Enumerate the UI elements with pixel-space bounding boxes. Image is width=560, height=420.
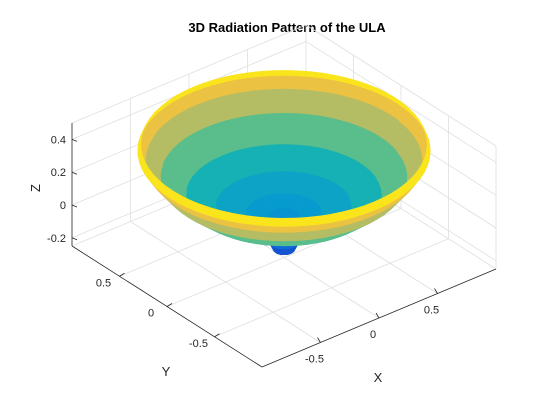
surface-patch	[293, 217, 308, 227]
y-axis-label: Y	[162, 364, 171, 379]
surface-patch	[268, 225, 283, 233]
surface-patch	[281, 225, 295, 233]
surface-patch	[273, 70, 287, 76]
y-tick-mark	[119, 272, 125, 277]
z-tick-mark	[71, 237, 78, 241]
floor-gridline-y	[214, 238, 449, 338]
z-tick-mark	[71, 204, 78, 208]
z-tick-label: 0	[60, 200, 66, 212]
y-tick-mark	[214, 333, 220, 338]
axis-layer	[71, 123, 497, 368]
z-tick-label: 0.2	[51, 167, 66, 179]
y-tick-label: 0	[148, 308, 154, 320]
surface-layer	[137, 70, 431, 256]
surface-patch	[268, 217, 283, 227]
surface-patch	[248, 75, 263, 92]
surface-patch	[281, 231, 295, 242]
surface-patch	[292, 231, 307, 242]
surface-patch	[281, 217, 295, 227]
surface-patch	[293, 225, 308, 233]
z-axis-label: Z	[28, 184, 43, 192]
surface-patch	[231, 213, 246, 224]
surface-patch	[269, 231, 283, 242]
y-tick-label: -0.5	[189, 338, 208, 350]
x-tick-mark	[434, 288, 438, 294]
z-tick-mark	[71, 171, 78, 175]
x-tick-mark	[375, 312, 380, 319]
surface-patch	[274, 112, 287, 146]
x-axis-label: X	[374, 370, 383, 385]
surface-patch	[285, 75, 300, 90]
back-frame-edge	[71, 24, 307, 124]
surface-patch	[306, 215, 320, 226]
surface-patch	[260, 75, 275, 91]
surface-patch	[243, 215, 258, 226]
surface-patch	[260, 70, 275, 77]
tick-layer: -0.5 0 0.5 -0.5 0 0.5 -0.2 0 0.2 0.4	[47, 134, 439, 365]
chart-title: 3D Radiation Pattern of the ULA	[188, 20, 386, 35]
surface-patch	[309, 76, 325, 93]
surface-patch	[248, 70, 262, 78]
z-tick-label: 0.4	[51, 134, 66, 146]
surface-patch	[318, 213, 333, 225]
surface-patch	[273, 88, 287, 114]
surface-patch	[285, 70, 300, 77]
x-tick-label: -0.5	[305, 354, 324, 366]
y-tick-label: 0.5	[96, 277, 111, 289]
surface-patch	[298, 70, 313, 78]
z-tick-label: -0.2	[47, 233, 66, 245]
back-frame-edge	[305, 24, 497, 147]
surface-patch	[255, 216, 270, 227]
surface-patch	[273, 75, 287, 90]
surface-patch	[285, 88, 299, 114]
x-tick-label: 0.5	[424, 305, 439, 317]
z-tick-mark	[71, 139, 78, 142]
y-tick-mark	[166, 303, 173, 307]
surface-patch	[297, 75, 313, 91]
x-tick-mark	[317, 337, 321, 343]
x-tick-label: 0	[370, 329, 376, 341]
